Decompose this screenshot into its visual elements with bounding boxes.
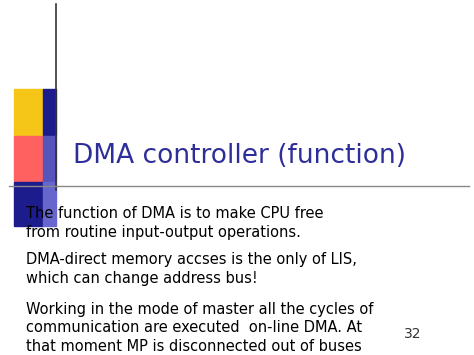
Bar: [43, 136, 56, 181]
Text: 32: 32: [404, 327, 421, 341]
Bar: [43, 182, 56, 226]
Text: The function of DMA is to make CPU free
from routine input-output operations.: The function of DMA is to make CPU free …: [26, 206, 324, 240]
Bar: [43, 89, 56, 135]
Text: Working in the mode of master all the cycles of
communication are executed  on-l: Working in the mode of master all the cy…: [26, 302, 374, 355]
Bar: [14, 89, 43, 135]
Text: DMA-direct memory accses is the only of LIS,
which can change address bus!: DMA-direct memory accses is the only of …: [26, 252, 357, 286]
Bar: [14, 136, 43, 181]
Text: DMA controller (function): DMA controller (function): [73, 143, 407, 169]
Bar: [14, 182, 43, 226]
